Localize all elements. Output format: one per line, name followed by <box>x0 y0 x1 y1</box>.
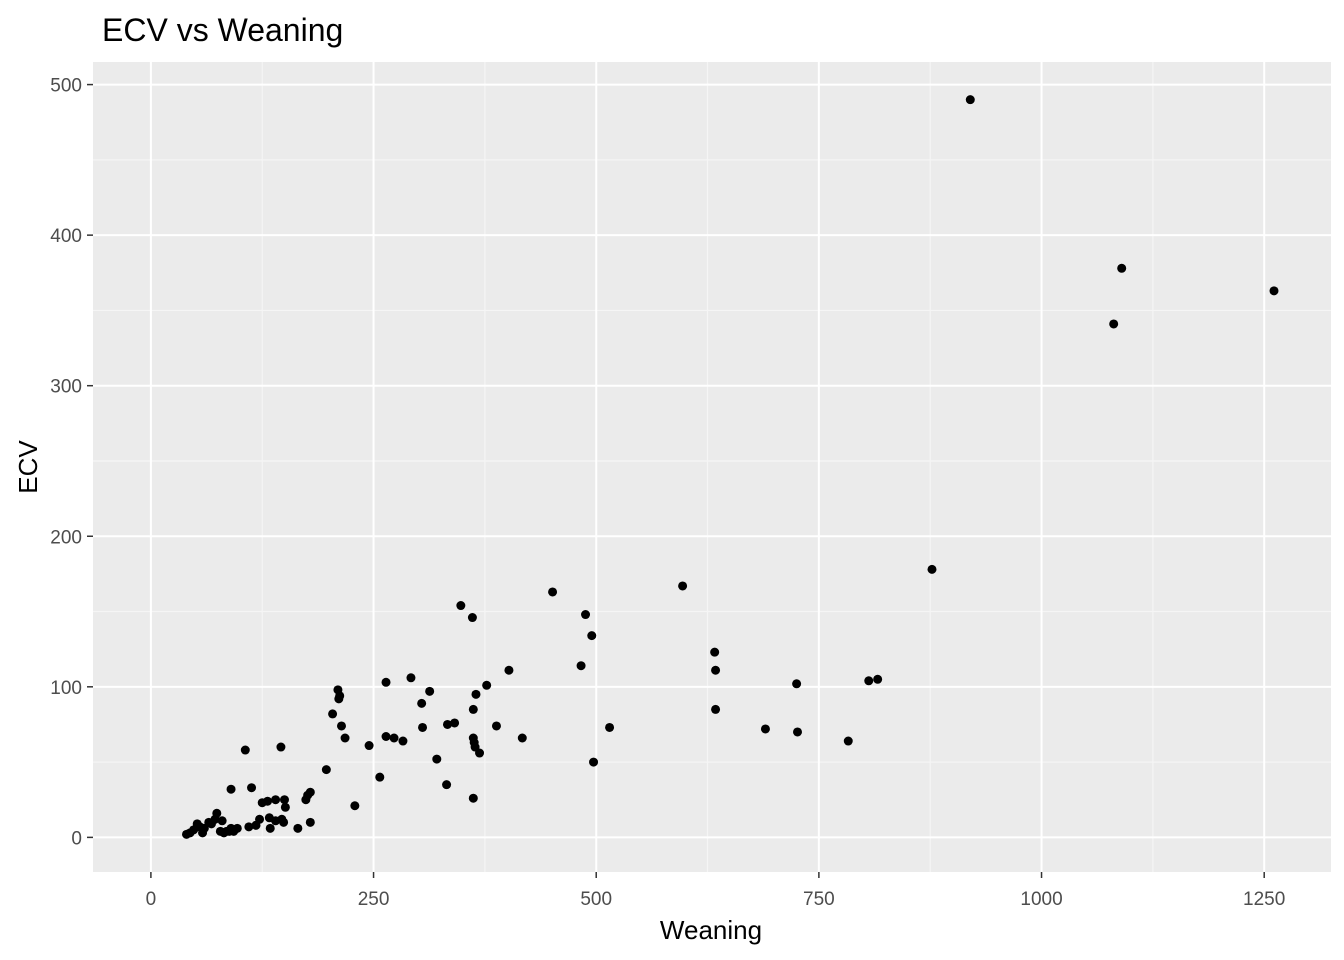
data-point <box>293 823 303 833</box>
data-point <box>212 808 222 818</box>
major-gridlines <box>93 62 1331 872</box>
data-point <box>468 704 478 714</box>
data-point <box>305 817 315 827</box>
x-tick-label: 250 <box>358 889 390 910</box>
data-point <box>1117 263 1127 273</box>
data-point <box>247 783 257 793</box>
data-point <box>581 610 591 620</box>
data-point <box>375 772 385 782</box>
data-point <box>271 795 281 805</box>
data-point <box>336 721 346 731</box>
y-axis-ticks: 0 100 200 300 400 500 <box>50 76 93 849</box>
data-point <box>442 780 452 790</box>
data-point <box>1269 286 1279 296</box>
data-point <box>335 691 345 701</box>
data-point <box>587 631 597 641</box>
data-point <box>760 724 770 734</box>
data-point <box>927 564 937 574</box>
data-point <box>1109 319 1119 329</box>
data-point <box>381 677 391 687</box>
data-point <box>711 704 721 714</box>
data-point <box>432 754 442 764</box>
chart-title: ECV vs Weaning <box>102 12 343 48</box>
data-point <box>425 686 435 696</box>
data-point <box>605 722 615 732</box>
x-tick-label: 1250 <box>1243 889 1285 910</box>
data-point <box>678 581 688 591</box>
data-point <box>279 795 289 805</box>
data-point <box>450 718 460 728</box>
data-point <box>279 817 289 827</box>
data-point <box>364 741 374 751</box>
y-tick-label: 500 <box>50 76 82 97</box>
y-tick-label: 200 <box>50 527 82 548</box>
x-tick-label: 500 <box>580 889 612 910</box>
data-point <box>965 95 975 105</box>
data-point <box>217 816 227 826</box>
data-point <box>482 680 492 690</box>
data-point <box>467 613 477 623</box>
data-point <box>792 679 802 689</box>
minor-gridlines <box>93 62 1331 872</box>
data-point <box>244 822 254 832</box>
data-point <box>417 698 427 708</box>
y-tick-label: 400 <box>50 226 82 247</box>
y-tick-label: 0 <box>71 828 82 849</box>
data-point <box>576 661 586 671</box>
data-point <box>226 784 236 794</box>
y-tick-label: 100 <box>50 678 82 699</box>
data-point <box>589 757 599 767</box>
data-point <box>263 796 273 806</box>
data-point <box>471 689 481 699</box>
data-point <box>504 665 514 675</box>
data-point <box>280 802 290 812</box>
data-point <box>265 823 275 833</box>
data-point <box>873 674 883 684</box>
data-point <box>843 736 853 746</box>
data-point <box>389 733 399 743</box>
data-points <box>182 95 1279 839</box>
data-point <box>491 721 501 731</box>
data-point <box>381 731 391 741</box>
data-point <box>232 823 242 833</box>
data-point <box>321 765 331 775</box>
data-point <box>255 814 265 824</box>
data-point <box>475 748 485 758</box>
data-point <box>305 787 315 797</box>
data-point <box>398 736 408 746</box>
data-point <box>240 745 250 755</box>
data-point <box>340 733 350 743</box>
data-point <box>468 793 478 803</box>
x-tick-label: 0 <box>146 889 157 910</box>
data-point <box>418 722 428 732</box>
data-point <box>456 601 466 611</box>
data-point <box>442 719 452 729</box>
data-point <box>864 676 874 686</box>
x-axis-title: Weaning <box>660 915 762 945</box>
y-tick-label: 300 <box>50 377 82 398</box>
data-point <box>710 647 720 657</box>
y-axis-title: ECV <box>13 440 43 494</box>
data-point <box>793 727 803 737</box>
data-point <box>548 587 558 597</box>
plot-panel <box>93 62 1331 872</box>
x-tick-label: 1000 <box>1020 889 1062 910</box>
data-point <box>517 733 527 743</box>
data-point <box>350 801 360 811</box>
x-tick-label: 750 <box>803 889 835 910</box>
x-axis-ticks: 0 250 500 750 1000 1250 <box>146 872 1285 910</box>
data-point <box>406 673 416 683</box>
data-point <box>276 742 286 752</box>
data-point <box>711 665 721 675</box>
data-point <box>328 709 338 719</box>
